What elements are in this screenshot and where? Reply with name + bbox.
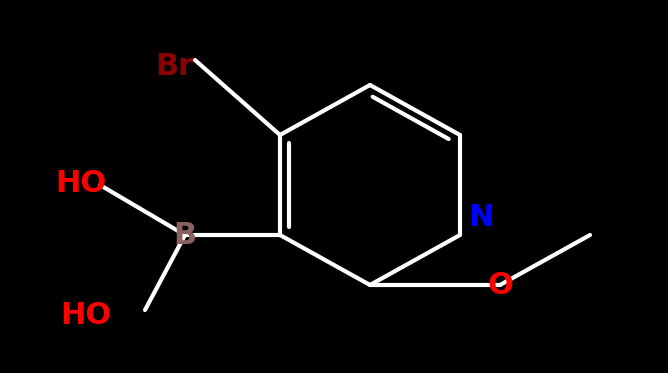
Text: HO: HO: [55, 169, 106, 197]
Text: O: O: [487, 270, 513, 300]
Text: HO: HO: [60, 301, 112, 329]
Text: B: B: [174, 220, 196, 250]
Text: N: N: [468, 204, 494, 232]
Text: Br: Br: [155, 52, 193, 81]
